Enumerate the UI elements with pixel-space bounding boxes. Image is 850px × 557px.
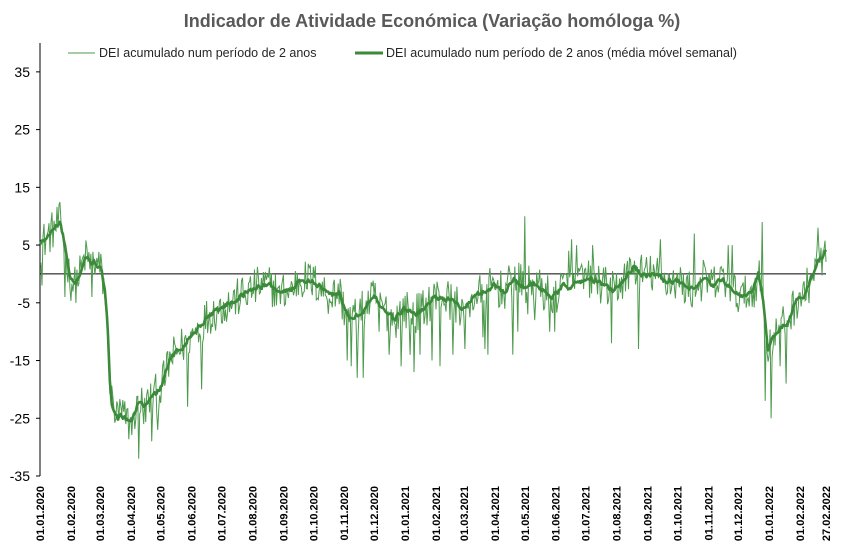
x-tick-label: 01.05.2021 xyxy=(520,486,532,541)
legend: DEI acumulado num período de 2 anos DEI … xyxy=(68,46,737,60)
x-tick-label: 01.04.2020 xyxy=(126,486,138,541)
x-tick-label: 01.10.2020 xyxy=(308,486,320,541)
y-tick-label: -25 xyxy=(10,410,30,426)
y-tick-label: -5 xyxy=(18,295,31,311)
x-tick-label: 01.02.2020 xyxy=(66,486,78,541)
x-tick-label: 01.04.2021 xyxy=(490,486,502,541)
y-axis-ticks: 35 25 15 5 -5 -15 -25 -35 xyxy=(10,64,40,484)
y-tick-label: -35 xyxy=(10,468,30,484)
x-axis-ticks: 01.01.2020 01.02.2020 01.03.2020 01.04.2020… xyxy=(35,486,833,541)
x-tick-label: 01.12.2021 xyxy=(733,486,745,541)
legend-label-moving-average: DEI acumulado num período de 2 anos (méd… xyxy=(386,46,737,60)
y-tick-label: 35 xyxy=(14,64,30,80)
y-tick-label: -15 xyxy=(10,353,30,369)
chart-title: Indicador de Atividade Económica (Variaç… xyxy=(184,11,680,31)
series-line-moving-average xyxy=(38,220,828,423)
x-tick-label: 01.12.2020 xyxy=(369,486,381,541)
x-tick-label: 01.11.2020 xyxy=(339,486,351,540)
x-tick-label: 01.01.2020 xyxy=(35,486,47,541)
x-tick-label: 01.06.2021 xyxy=(551,486,563,541)
x-tick-label: 27.02.2022 xyxy=(821,486,833,541)
x-tick-label: 01.08.2020 xyxy=(247,486,259,541)
x-tick-label: 01.08.2021 xyxy=(612,486,624,541)
x-tick-label: 01.09.2020 xyxy=(278,486,290,541)
x-tick-label: 01.07.2021 xyxy=(581,486,593,541)
x-tick-label: 01.01.2022 xyxy=(764,486,776,541)
x-tick-label: 01.03.2021 xyxy=(459,486,471,541)
x-tick-label: 01.09.2021 xyxy=(642,486,654,541)
legend-label-raw: DEI acumulado num período de 2 anos xyxy=(99,46,317,60)
x-tick-label: 01.01.2021 xyxy=(400,486,412,541)
series-line-raw xyxy=(39,201,827,459)
x-tick-label: 01.10.2021 xyxy=(672,486,684,541)
x-tick-label: 01.02.2021 xyxy=(431,486,443,541)
y-tick-label: 25 xyxy=(14,122,30,138)
x-tick-label: 01.02.2022 xyxy=(795,486,807,541)
x-tick-label: 01.06.2020 xyxy=(187,486,199,541)
x-tick-label: 01.07.2020 xyxy=(217,486,229,541)
x-tick-label: 01.03.2020 xyxy=(95,486,107,541)
x-tick-label: 01.11.2021 xyxy=(703,486,715,540)
y-tick-label: 15 xyxy=(14,179,30,195)
x-tick-label: 01.05.2020 xyxy=(156,486,168,541)
y-tick-label: 5 xyxy=(22,237,30,253)
